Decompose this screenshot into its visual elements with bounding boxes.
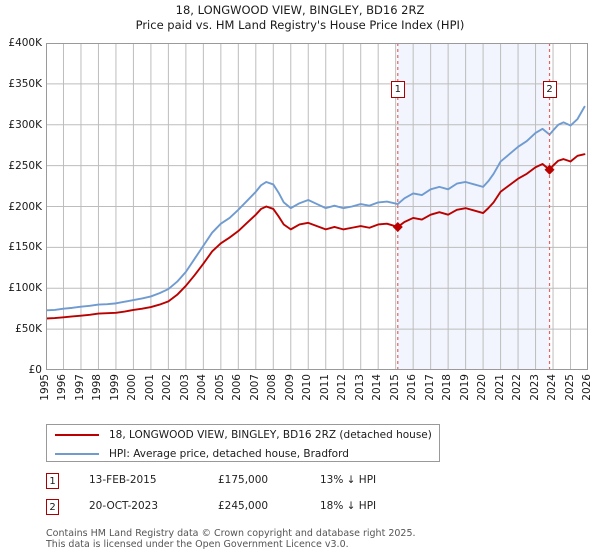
- x-tick-label: 2002: [161, 374, 174, 401]
- x-tick-label: 1999: [108, 374, 121, 401]
- page-subtitle: Price paid vs. HM Land Registry's House …: [135, 18, 465, 32]
- x-tick-label: 2020: [476, 374, 489, 401]
- x-tick-label: 2019: [458, 374, 471, 401]
- x-tick-label: 1996: [56, 374, 69, 401]
- x-tick-label: 1998: [91, 374, 104, 401]
- x-tick-label: 2008: [266, 374, 279, 401]
- x-axis-tick-labels: 1995 1996 1997 1998 1999 2000 2001 2002 2003 2004…: [0, 374, 600, 418]
- y-tick-label: £50K: [15, 323, 42, 336]
- transaction-badge: 2: [46, 499, 59, 515]
- y-tick-label: £250K: [8, 159, 42, 172]
- y-tick-label: £200K: [8, 200, 42, 213]
- y-tick-label: £0: [28, 364, 42, 376]
- transaction-hpi-delta: 13% ↓ HPI: [320, 474, 377, 486]
- x-tick-label: 2012: [336, 374, 349, 401]
- series-lines: [46, 105, 586, 320]
- x-tick-label: 2009: [283, 374, 296, 401]
- x-tick-label: 2025: [563, 374, 576, 401]
- y-tick-label: £350K: [8, 77, 42, 90]
- x-tick-label: 2015: [388, 374, 401, 401]
- transaction-date: 20-OCT-2023: [89, 500, 158, 512]
- page-title-address: 18, LONGWOOD VIEW, BINGLEY, BD16 2RZ: [175, 3, 425, 17]
- transaction-date: 13-FEB-2015: [89, 474, 157, 486]
- x-tick-label: 2003: [178, 374, 191, 401]
- legend-item: HPI: Average price, detached house, Brad…: [47, 444, 439, 463]
- x-tick-label: 2007: [248, 374, 261, 401]
- transaction-list: 1 13-FEB-2015 £175,000 13% ↓ HPI 2 20-OCT-202…: [46, 470, 466, 522]
- legend-label: HPI: Average price, detached house, Brad…: [109, 447, 349, 460]
- x-tick-label: 2018: [441, 374, 454, 401]
- x-tick-label: 2022: [511, 374, 524, 401]
- x-tick-label: 2016: [406, 374, 419, 401]
- annotation-badge-2: 2: [542, 81, 557, 98]
- legend-color-swatch: [55, 452, 99, 455]
- footer-line-1: Contains HM Land Registry data © Crown c…: [46, 528, 416, 539]
- x-tick-label: 2021: [493, 374, 506, 401]
- transaction-row: 2 20-OCT-2023 £245,000 18% ↓ HPI: [46, 496, 466, 522]
- y-tick-label: £100K: [8, 282, 42, 295]
- transaction-badge: 1: [46, 473, 59, 489]
- x-tick-label: 1995: [39, 374, 51, 401]
- annotation-badge-1: 1: [390, 81, 405, 98]
- transaction-hpi-delta: 18% ↓ HPI: [320, 500, 377, 512]
- x-tick-label: 2024: [546, 374, 559, 401]
- legend-item: 18, LONGWOOD VIEW, BINGLEY, BD16 2RZ (de…: [47, 425, 439, 444]
- y-tick-label: £300K: [8, 118, 42, 131]
- x-tick-label: 1997: [73, 374, 86, 401]
- footer-line-2: This data is licensed under the Open Gov…: [46, 539, 349, 550]
- x-tick-label: 2014: [371, 374, 384, 401]
- x-tick-label: 2001: [143, 374, 156, 401]
- footer-attribution: Contains HM Land Registry data © Crown c…: [46, 528, 566, 550]
- x-tick-label: 2000: [126, 374, 139, 401]
- y-tick-label: £150K: [8, 241, 42, 254]
- legend-label: 18, LONGWOOD VIEW, BINGLEY, BD16 2RZ (de…: [109, 428, 432, 441]
- grid-lines: [46, 43, 588, 370]
- x-tick-label: 2005: [213, 374, 226, 401]
- sale-markers: [392, 164, 555, 232]
- transaction-row: 1 13-FEB-2015 £175,000 13% ↓ HPI: [46, 470, 466, 496]
- chart-legend: 18, LONGWOOD VIEW, BINGLEY, BD16 2RZ (de…: [46, 424, 440, 462]
- price-history-line-chart: [46, 43, 588, 370]
- legend-color-swatch: [55, 433, 99, 436]
- x-tick-label: 2023: [528, 374, 541, 401]
- x-tick-label: 2017: [423, 374, 436, 401]
- transaction-price: £245,000: [218, 500, 269, 512]
- x-tick-label: 2011: [318, 374, 331, 401]
- x-tick-label: 2006: [231, 374, 244, 401]
- page-title: 18, LONGWOOD VIEW, BINGLEY, BD16 2RZ Pri…: [0, 3, 600, 33]
- plot-border: [46, 43, 588, 370]
- x-tick-label: 2013: [353, 374, 366, 401]
- y-axis-tick-labels: £0 £50K £100K £150K £200K £250K £300K £350K £400…: [0, 38, 44, 376]
- transaction-price: £175,000: [218, 474, 269, 486]
- x-tick-label: 2004: [196, 374, 209, 401]
- y-tick-label: £400K: [8, 37, 42, 49]
- x-tick-label: 2010: [301, 374, 314, 401]
- x-tick-label: 2026: [581, 374, 593, 401]
